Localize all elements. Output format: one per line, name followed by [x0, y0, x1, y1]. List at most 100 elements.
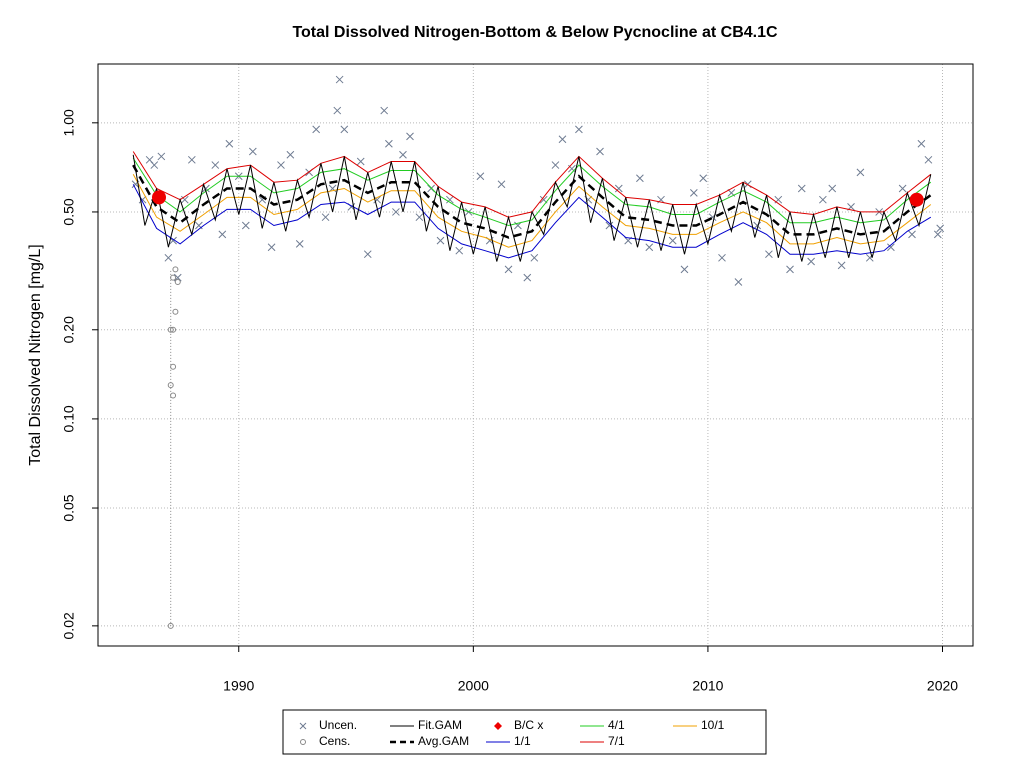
- point-censored: [170, 363, 177, 370]
- point-uncensored: [211, 161, 220, 169]
- point-uncensored: [645, 243, 654, 252]
- point-uncensored: [415, 213, 424, 222]
- y-tick-label: 0.02: [61, 612, 77, 639]
- point-uncensored: [187, 155, 196, 164]
- point-uncensored: [558, 135, 567, 144]
- point-uncensored: [225, 139, 234, 148]
- point-uncensored: [908, 230, 916, 239]
- point-uncensored: [497, 180, 506, 189]
- legend: [282, 709, 767, 755]
- point-uncensored: [689, 189, 698, 197]
- point-uncensored: [530, 253, 539, 262]
- legend-label: Avg.GAM: [418, 734, 469, 748]
- y-tick-label: 1.00: [61, 109, 77, 136]
- point-uncensored: [837, 261, 846, 270]
- chart-title: Total Dissolved Nitrogen-Bottom & Below …: [292, 24, 778, 41]
- y-axis-label: Total Dissolved Nitrogen [mg/L]: [27, 244, 44, 465]
- legend-label: Fit.GAM: [418, 718, 462, 732]
- data-layer: [131, 75, 945, 629]
- legend-swatch: [299, 722, 307, 730]
- series-line: [132, 157, 932, 227]
- point-uncensored: [321, 213, 330, 222]
- legend-label: Uncen.: [319, 718, 357, 732]
- point-uncensored: [218, 230, 227, 239]
- point-uncensored: [828, 184, 837, 193]
- point-uncensored: [180, 195, 189, 204]
- legend-label: 4/1: [608, 718, 625, 732]
- x-tick-label: 2010: [692, 678, 723, 694]
- y-tick-label: 0.20: [61, 316, 77, 343]
- y-tick-label: 0.05: [61, 494, 77, 521]
- point-censored: [170, 274, 177, 281]
- point-censored: [172, 308, 179, 315]
- point-uncensored: [680, 265, 689, 274]
- x-tick-label: 1990: [223, 678, 254, 694]
- point-uncensored: [924, 155, 933, 164]
- series-line: [132, 154, 932, 262]
- y-tick-label: 0.50: [61, 198, 77, 225]
- point-uncensored: [898, 184, 907, 193]
- point-uncensored: [286, 150, 295, 159]
- point-uncensored: [380, 106, 389, 115]
- point-uncensored: [476, 172, 485, 181]
- point-uncensored: [936, 224, 945, 233]
- series-line: [132, 164, 932, 239]
- legend-label: Cens.: [319, 734, 350, 748]
- point-uncensored: [504, 265, 513, 274]
- point-uncensored: [363, 250, 372, 259]
- point-uncensored: [523, 273, 532, 282]
- point-bc: [151, 190, 166, 205]
- point-uncensored: [356, 157, 365, 166]
- legend-label: B/C x: [514, 718, 543, 732]
- point-uncensored: [277, 161, 285, 169]
- point-uncensored: [436, 236, 445, 245]
- point-uncensored: [164, 253, 173, 262]
- point-uncensored: [807, 257, 815, 266]
- point-censored: [172, 266, 179, 273]
- point-bc: [909, 192, 924, 207]
- point-uncensored: [753, 221, 762, 230]
- x-tick-label: 2020: [927, 678, 958, 694]
- point-uncensored: [248, 147, 257, 156]
- x-tick-label: 2000: [458, 678, 489, 694]
- point-uncensored: [614, 184, 623, 193]
- point-uncensored: [150, 161, 159, 169]
- legend-label: 1/1: [514, 734, 531, 748]
- legend-swatch: [300, 739, 306, 745]
- point-uncensored: [765, 250, 773, 259]
- point-uncensored: [295, 240, 304, 248]
- point-censored: [167, 622, 174, 629]
- point-uncensored: [399, 150, 407, 159]
- point-uncensored: [406, 132, 414, 141]
- point-censored: [170, 326, 177, 333]
- point-uncensored: [636, 174, 644, 183]
- legend-items: Uncen. Cens. Fit.GAM Avg.GAM B/C x 1/1 4/1 7/1 1…: [299, 718, 725, 748]
- point-censored: [170, 392, 177, 399]
- legend-label: 7/1: [608, 734, 625, 748]
- point-uncensored: [917, 139, 926, 148]
- point-uncensored: [157, 152, 166, 161]
- point-uncensored: [819, 195, 827, 204]
- point-uncensored: [333, 106, 342, 115]
- point-uncensored: [455, 246, 464, 255]
- point-uncensored: [575, 125, 583, 134]
- point-uncensored: [241, 221, 250, 230]
- plot-area: 1.00 0.50 0.20 0.10 0.05 0.02 1990 2000 2010 2020: [61, 64, 973, 694]
- point-uncensored: [718, 253, 726, 262]
- point-censored: [174, 278, 181, 285]
- point-uncensored: [865, 253, 874, 262]
- point-uncensored: [312, 125, 321, 134]
- legend-swatch: [494, 722, 502, 730]
- point-censored: [167, 382, 174, 389]
- point-uncensored: [385, 139, 393, 148]
- point-uncensored: [173, 273, 182, 282]
- point-uncensored: [797, 184, 806, 193]
- plot-border: [97, 63, 974, 647]
- series-line: [132, 184, 932, 259]
- point-uncensored: [887, 243, 895, 252]
- point-uncensored: [856, 168, 865, 177]
- point-uncensored: [340, 125, 349, 134]
- point-uncensored: [335, 75, 344, 84]
